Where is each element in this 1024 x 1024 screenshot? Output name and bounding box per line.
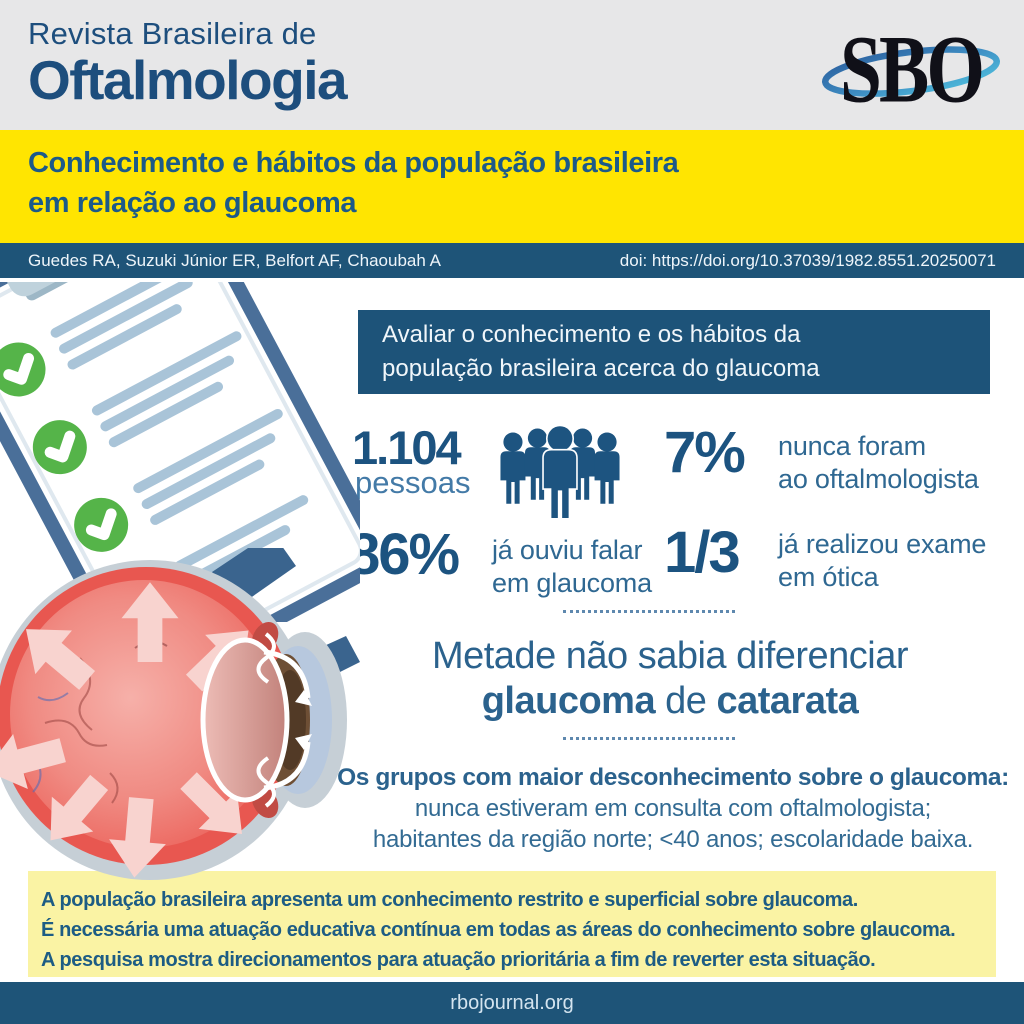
- risk-groups-line1: nunca estiveram em consulta com oftalmol…: [414, 795, 932, 822]
- label-line: ao oftalmologista: [778, 464, 979, 494]
- dotted-divider: [563, 737, 735, 740]
- label-line: em ótica: [778, 562, 879, 592]
- risk-groups-line2: habitantes da região norte; <40 anos; es…: [372, 826, 974, 853]
- objective-line2: população brasileira acerca do glaucoma: [382, 355, 820, 382]
- risk-groups-heading: Os grupos com maior desconhecimento sobr…: [337, 764, 1009, 791]
- article-title: Conhecimento e hábitos da população bras…: [28, 143, 679, 223]
- people-group-icon: [500, 424, 620, 518]
- journal-header: Revista Brasileira de Oftalmologia SBO: [0, 0, 1024, 130]
- highlight-connector: de: [655, 680, 717, 722]
- article-title-line2: em relação ao glaucoma: [28, 187, 357, 219]
- stat-optical-exam-label: já realizou exame em ótica: [778, 528, 986, 594]
- objective-box: Avaliar o conhecimento e os hábitos da p…: [358, 310, 990, 394]
- highlight-line1: Metade não sabia diferenciar: [431, 635, 909, 677]
- highlight-statement: Metade não sabia diferenciar glaucoma de…: [338, 634, 1002, 724]
- eye-pressure-illustration: [0, 548, 360, 881]
- stat-never-ophthalmologist-value: 7%: [664, 420, 746, 485]
- meta-bar: Guedes RA, Suzuki Júnior ER, Belfort AF,…: [0, 243, 1024, 278]
- journal-name-line1: Revista Brasileira de: [28, 16, 317, 51]
- check-icon: [74, 497, 129, 552]
- journal-name-line2: Oftalmologia: [28, 49, 348, 111]
- check-icon: [0, 342, 46, 397]
- highlight-term-catarata: catarata: [716, 680, 859, 722]
- article-title-line1: Conhecimento e hábitos da população bras…: [28, 147, 679, 179]
- stat-sample-unit: pessoas: [355, 465, 471, 500]
- label-line: já realizou exame: [778, 529, 987, 559]
- footer-url: rbojournal.org: [450, 991, 574, 1014]
- conclusion-box: A população brasileira apresenta um conh…: [28, 871, 996, 977]
- stat-optical-exam-value: 1/3: [664, 520, 741, 585]
- doi-text: doi: https://doi.org/10.37039/1982.8551.…: [619, 250, 996, 270]
- footer-bar: rbojournal.org: [0, 982, 1024, 1024]
- label-line: nunca foram: [778, 431, 926, 461]
- conclusion-line3: A pesquisa mostra direcionamentos para a…: [41, 949, 876, 971]
- stat-sample-size: 1.104: [352, 421, 462, 474]
- journal-title: Revista Brasileira de Oftalmologia: [28, 16, 348, 112]
- label-line: já ouviu falar: [492, 535, 643, 565]
- article-title-banner: Conhecimento e hábitos da população bras…: [0, 130, 1024, 243]
- highlight-term-glaucoma: glaucoma: [481, 680, 656, 722]
- stat-heard-glaucoma-value: 86%: [348, 522, 460, 587]
- sbo-logo: SBO: [818, 14, 1004, 122]
- conclusion-line2: É necessária uma atuação educativa contí…: [41, 919, 956, 941]
- stat-never-ophthalmologist-label: nunca foram ao oftalmologista: [778, 430, 979, 496]
- label-line: em glaucoma: [492, 568, 652, 598]
- objective-line1: Avaliar o conhecimento e os hábitos da: [382, 321, 801, 348]
- dotted-divider: [563, 610, 735, 613]
- highlight-line2: glaucoma de catarata: [338, 679, 1002, 724]
- risk-groups-section: Os grupos com maior desconhecimento sobr…: [330, 762, 1016, 855]
- svg-text:SBO: SBO: [840, 15, 982, 118]
- stat-heard-glaucoma-label: já ouviu falar em glaucoma: [492, 534, 652, 600]
- sbo-logo-icon: SBO: [822, 15, 1000, 122]
- check-icon: [32, 420, 87, 475]
- conclusion-line1: A população brasileira apresenta um conh…: [41, 889, 858, 911]
- authors-text: Guedes RA, Suzuki Júnior ER, Belfort AF,…: [28, 250, 441, 270]
